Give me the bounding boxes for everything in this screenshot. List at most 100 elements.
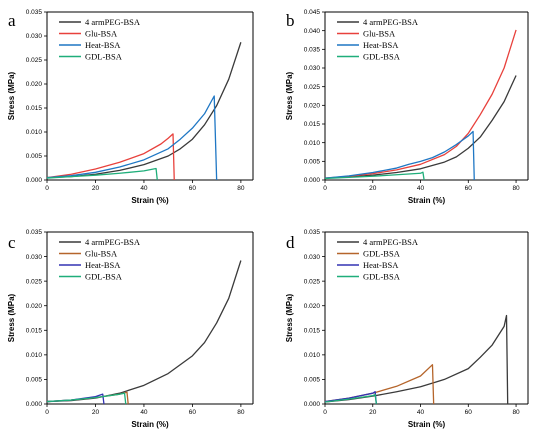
panel-letter: d <box>286 233 295 252</box>
y-axis-title: Stress (MPa) <box>7 71 16 120</box>
x-tick-label: 60 <box>465 409 473 416</box>
y-tick-label: 0.035 <box>304 47 321 54</box>
y-tick-label: 0.000 <box>304 177 321 184</box>
x-axis-title: Strain (%) <box>131 196 169 205</box>
legend-label: Heat-BSA <box>85 260 121 270</box>
panel-letter: c <box>8 233 16 252</box>
series-line-3 <box>46 167 158 181</box>
legend-label: GDL-BSA <box>363 249 401 259</box>
legend-label: GDL-BSA <box>85 272 123 282</box>
series-line-2 <box>324 130 475 181</box>
y-axis-title: Stress (MPa) <box>285 71 294 120</box>
y-tick-label: 0.000 <box>26 401 43 408</box>
y-tick-label: 0.015 <box>304 327 321 334</box>
y-tick-label: 0.020 <box>304 103 321 110</box>
legend-label: GDL-BSA <box>363 272 401 282</box>
y-tick-label: 0.005 <box>304 377 321 384</box>
legend-label: Glu-BSA <box>85 249 118 259</box>
y-tick-label: 0.020 <box>26 303 43 310</box>
y-axis-title: Stress (MPa) <box>7 293 16 342</box>
x-tick-label: 40 <box>140 185 148 192</box>
legend-label: 4 armPEG-BSA <box>363 17 419 27</box>
y-tick-label: 0.025 <box>304 278 321 285</box>
y-tick-label: 0.030 <box>26 33 43 40</box>
legend-label: 4 armPEG-BSA <box>85 17 141 27</box>
y-tick-label: 0.025 <box>26 278 43 285</box>
x-tick-label: 80 <box>512 185 520 192</box>
series-line-0 <box>324 75 517 179</box>
series-line-0 <box>46 42 242 179</box>
legend-label: 4 armPEG-BSA <box>363 237 419 247</box>
y-tick-label: 0.015 <box>304 121 321 128</box>
y-tick-label: 0.015 <box>26 327 43 334</box>
y-tick-label: 0.040 <box>304 28 321 35</box>
x-tick-label: 80 <box>237 185 245 192</box>
y-tick-label: 0.010 <box>26 352 43 359</box>
y-tick-label: 0.020 <box>26 81 43 88</box>
x-axis-title: Strain (%) <box>408 420 446 429</box>
series-line-3 <box>46 392 127 405</box>
chart-panel-a: 0 20 40 60 80 0.000 0.005 0.010 0.015 0.020 0.025 0… <box>7 9 254 205</box>
y-tick-label: 0.010 <box>26 129 43 136</box>
chart-panel-c: 0 20 40 60 80 0.000 0.005 0.010 0.015 0.020 0.025 0… <box>7 229 254 429</box>
y-tick-label: 0.030 <box>304 254 321 261</box>
legend-label: GDL-BSA <box>85 52 123 62</box>
x-tick-label: 0 <box>45 409 49 416</box>
y-tick-label: 0.025 <box>26 57 43 64</box>
x-tick-label: 20 <box>369 185 377 192</box>
series-line-3 <box>324 394 377 405</box>
x-tick-label: 40 <box>417 185 425 192</box>
legend-label: GDL-BSA <box>363 52 401 62</box>
x-tick-label: 20 <box>92 185 100 192</box>
x-tick-label: 0 <box>323 185 327 192</box>
y-tick-label: 0.035 <box>304 229 321 236</box>
x-axis-title: Strain (%) <box>131 420 169 429</box>
x-tick-label: 60 <box>189 185 197 192</box>
series-line-3 <box>324 171 425 181</box>
x-tick-label: 40 <box>140 409 148 416</box>
series-line-1 <box>46 133 175 181</box>
x-tick-label: 80 <box>512 409 520 416</box>
series-line-1 <box>324 364 435 405</box>
legend-label: Glu-BSA <box>85 29 118 39</box>
legend-label: Heat-BSA <box>363 260 399 270</box>
y-tick-label: 0.010 <box>304 140 321 147</box>
legend-label: Glu-BSA <box>363 29 396 39</box>
x-tick-label: 40 <box>417 409 425 416</box>
chart-panel-b: 0 20 40 60 80 0.000 0.005 0.010 0.015 0.020 0.025 0… <box>285 9 529 205</box>
y-tick-label: 0.035 <box>26 9 43 16</box>
y-tick-label: 0.000 <box>26 177 43 184</box>
y-tick-label: 0.005 <box>304 159 321 166</box>
x-tick-label: 60 <box>465 185 473 192</box>
y-tick-label: 0.005 <box>26 153 43 160</box>
y-tick-label: 0.020 <box>304 303 321 310</box>
x-tick-label: 20 <box>92 409 100 416</box>
x-tick-label: 0 <box>323 409 327 416</box>
y-tick-label: 0.025 <box>304 84 321 91</box>
panel-letter: a <box>8 11 16 30</box>
legend-label: 4 armPEG-BSA <box>85 237 141 247</box>
x-tick-label: 60 <box>189 409 197 416</box>
x-tick-label: 0 <box>45 185 49 192</box>
y-tick-label: 0.000 <box>304 401 321 408</box>
x-tick-label: 20 <box>369 409 377 416</box>
series-line-0 <box>46 260 242 403</box>
y-tick-label: 0.010 <box>304 352 321 359</box>
series-line-2 <box>46 95 218 181</box>
legend-label: Heat-BSA <box>85 40 121 50</box>
panel-letter: b <box>286 11 295 30</box>
x-axis-title: Strain (%) <box>408 196 446 205</box>
y-tick-label: 0.005 <box>26 377 43 384</box>
y-axis-title: Stress (MPa) <box>285 293 294 342</box>
y-tick-label: 0.015 <box>26 105 43 112</box>
x-tick-label: 80 <box>237 409 245 416</box>
y-tick-label: 0.035 <box>26 229 43 236</box>
y-tick-label: 0.045 <box>304 9 321 16</box>
y-tick-label: 0.030 <box>304 65 321 72</box>
legend-label: Heat-BSA <box>363 40 399 50</box>
chart-panel-d: 0 20 40 60 80 0.000 0.005 0.010 0.015 0.020 0.025 0… <box>285 229 529 429</box>
series-line-2 <box>324 391 377 405</box>
y-tick-label: 0.030 <box>26 254 43 261</box>
series-line-0 <box>324 314 509 405</box>
